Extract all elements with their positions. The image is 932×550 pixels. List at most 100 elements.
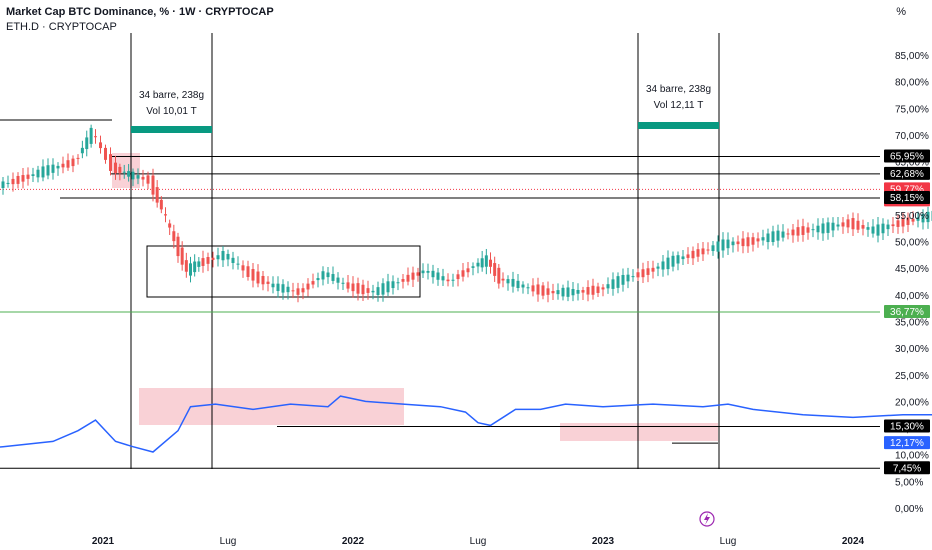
price-tag-label: 15,30% bbox=[890, 421, 924, 432]
btc-candle-body bbox=[56, 165, 60, 169]
btc-candle-body bbox=[80, 147, 84, 154]
btc-candle-body bbox=[516, 280, 520, 289]
btc-candle-body bbox=[901, 218, 905, 227]
btc-candle-body bbox=[526, 287, 530, 289]
btc-candle-body bbox=[66, 160, 70, 168]
btc-candle-body bbox=[881, 223, 885, 234]
btc-candle-body bbox=[480, 258, 484, 268]
price-tick-label: 25,00% bbox=[895, 371, 929, 382]
btc-candle-body bbox=[172, 231, 176, 242]
pink-zone bbox=[560, 423, 718, 441]
btc-candle-body bbox=[736, 241, 740, 245]
btc-candle-body bbox=[791, 229, 795, 236]
price-tag bbox=[884, 166, 930, 180]
btc-candle-body bbox=[531, 285, 535, 292]
btc-candle-body bbox=[401, 279, 405, 282]
btc-candle-body bbox=[851, 218, 855, 230]
time-tick-label: 2022 bbox=[342, 536, 365, 547]
time-tick-label: Lug bbox=[470, 536, 487, 547]
btc-candle-body bbox=[21, 175, 25, 182]
btc-candle-body bbox=[493, 263, 497, 276]
btc-candle-body bbox=[371, 290, 375, 293]
btc-candle-body bbox=[256, 271, 260, 284]
btc-candle-body bbox=[396, 282, 400, 284]
btc-candle-body bbox=[231, 257, 235, 263]
btc-candle-body bbox=[721, 239, 725, 251]
btc-candle-body bbox=[118, 166, 122, 173]
btc-candle-body bbox=[246, 266, 250, 277]
btc-candle-body bbox=[781, 231, 785, 238]
annotations-layer: 34 barre, 238g Vol 10,01 T 34 barre, 238g V… bbox=[131, 84, 719, 133]
time-tick-label: 2023 bbox=[592, 536, 615, 547]
btc-candle-body bbox=[456, 274, 460, 280]
btc-candle-body bbox=[341, 282, 345, 284]
btc-candle-body bbox=[671, 255, 675, 267]
btc-candle-body bbox=[571, 289, 575, 296]
btc-candle-body bbox=[631, 276, 635, 278]
price-tick-label: 35,00% bbox=[895, 317, 929, 328]
price-tag-label: 12,17% bbox=[890, 438, 924, 449]
btc-candle-body bbox=[241, 265, 245, 271]
btc-candle-body bbox=[821, 223, 825, 234]
btc-candle-body bbox=[621, 274, 625, 285]
price-tag-label: 36,77% bbox=[890, 307, 924, 318]
btc-candle-body bbox=[6, 182, 10, 184]
btc-candle-body bbox=[16, 175, 20, 184]
btc-candle-body bbox=[476, 262, 480, 267]
btc-candle-body bbox=[226, 253, 230, 260]
price-tag-label: 7,45% bbox=[893, 463, 921, 474]
btc-candle-body bbox=[136, 175, 140, 179]
btc-candle-body bbox=[291, 290, 295, 292]
price-tick-label: 65,00% bbox=[895, 158, 929, 169]
price-tick-label: 30,00% bbox=[895, 344, 929, 355]
btc-candle-body bbox=[131, 171, 135, 180]
btc-candle-body bbox=[856, 220, 860, 230]
btc-candle-body bbox=[351, 283, 355, 292]
btc-candle-body bbox=[626, 274, 630, 282]
btc-candle-body bbox=[271, 283, 275, 288]
btc-candle-body bbox=[561, 287, 565, 297]
btc-candle-body bbox=[636, 272, 640, 278]
price-tick-label: 50,00% bbox=[895, 238, 929, 249]
zones-layer bbox=[112, 153, 718, 441]
btc-candle-body bbox=[906, 217, 910, 225]
price-tag bbox=[884, 191, 930, 205]
btc-candle-body bbox=[336, 277, 340, 283]
btc-candle-body bbox=[51, 164, 55, 173]
btc-candle-body bbox=[811, 229, 815, 231]
btc-candle-body bbox=[916, 217, 920, 221]
btc-candle-body bbox=[666, 257, 670, 270]
btc-candle-body bbox=[611, 279, 615, 289]
btc-candle-body bbox=[406, 274, 410, 282]
btc-candle-body bbox=[766, 233, 770, 243]
price-tick-label: 85,00% bbox=[895, 51, 929, 62]
lightning-event-icon bbox=[699, 511, 715, 527]
btc-candle-body bbox=[189, 263, 192, 276]
btc-candle-body bbox=[681, 256, 685, 260]
annotation-volume-label: Vol 12,11 T bbox=[654, 100, 704, 111]
btc-candle-body bbox=[416, 272, 420, 276]
btc-candle-body bbox=[376, 287, 380, 295]
btc-candle-body bbox=[661, 261, 665, 270]
btc-candle-body bbox=[104, 147, 107, 160]
btc-candle-body bbox=[871, 226, 875, 234]
btc-candle-body bbox=[751, 237, 755, 245]
btc-candle-body bbox=[501, 278, 505, 281]
btc-candle-body bbox=[886, 224, 890, 230]
btc-candle-body bbox=[366, 288, 370, 293]
btc-candle-body bbox=[451, 279, 455, 281]
btc-candle-body bbox=[286, 286, 290, 293]
btc-candle-body bbox=[831, 222, 835, 231]
eth-series-legend: ETH.D · CRYPTOCAP bbox=[6, 21, 117, 33]
btc-candle-body bbox=[826, 222, 830, 233]
duration-bar bbox=[638, 122, 719, 129]
btc-candle-body bbox=[546, 288, 550, 295]
annotation-bars-label: 34 barre, 238g bbox=[646, 84, 711, 95]
btc-candle-body bbox=[776, 230, 780, 241]
btc-candle-body bbox=[591, 285, 595, 295]
price-tick-label: 10,00% bbox=[895, 451, 929, 462]
price-tick-label: 55,00% bbox=[895, 211, 929, 222]
btc-candle-body bbox=[701, 248, 705, 255]
price-tag-label: 62,68% bbox=[890, 169, 924, 180]
